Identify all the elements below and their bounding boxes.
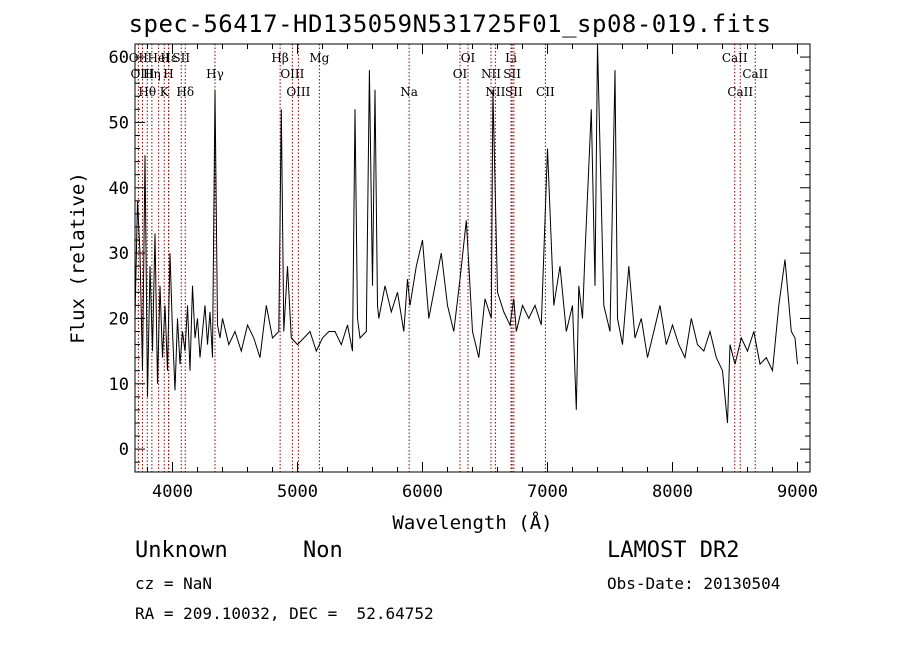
line-markers [137, 44, 756, 472]
y-tick-label: 0 [119, 440, 129, 460]
y-tick-label: 40 [109, 179, 129, 199]
x-tick-label: 9000 [777, 482, 818, 502]
line-label: Li [505, 51, 517, 65]
line-label: NII [481, 67, 501, 81]
line-label: OI [461, 51, 476, 65]
line-label: HeI [147, 51, 170, 65]
line-label: Hγ [206, 67, 224, 81]
line-label: OIII [130, 67, 154, 81]
line-label: OII [129, 51, 149, 65]
line-label: CII [536, 85, 555, 99]
line-label: Hε [160, 51, 177, 65]
line-label: NII [485, 85, 505, 99]
line-label: Na [400, 85, 418, 99]
obs-date-text: Obs-Date: 20130504 [607, 574, 781, 593]
subclass-label: Non [303, 538, 343, 563]
line-label: CaII [727, 85, 753, 99]
line-label: CaII [722, 51, 748, 65]
line-label: Hη [143, 67, 161, 81]
line-label: SII [172, 51, 190, 65]
coords-text: RA = 209.10032, DEC = 52.64752 [135, 604, 434, 623]
chart-title: spec-56417-HD135059N531725F01_sp08-019.f… [128, 10, 772, 38]
line-label: OI [453, 67, 468, 81]
line-label: SII [503, 67, 521, 81]
x-tick-label: 8000 [652, 482, 693, 502]
x-axis-label: Wavelength (Å) [392, 511, 552, 534]
line-label: CaII [742, 67, 768, 81]
line-label: Mg [309, 51, 329, 65]
survey-label: LAMOST DR2 [607, 538, 740, 563]
line-label: OIII [280, 67, 304, 81]
line-label: Hθ [138, 85, 156, 99]
class-label: Unknown [135, 538, 228, 563]
y-tick-label: 60 [109, 48, 129, 68]
x-tick-label: 7000 [527, 482, 568, 502]
line-label: SII [505, 85, 523, 99]
spectrum-line [134, 43, 798, 424]
y-tick-label: 30 [109, 244, 129, 264]
x-tick-label: 6000 [402, 482, 443, 502]
plot-frame [134, 43, 811, 473]
y-axis-label: Flux (relative) [67, 172, 89, 344]
line-label: H [163, 67, 173, 81]
y-tick-label: 50 [109, 113, 129, 133]
line-label: K [160, 85, 170, 99]
x-tick-label: 4000 [152, 482, 193, 502]
line-label: OIII [286, 85, 310, 99]
y-tick-label: 10 [109, 375, 129, 395]
redshift-text: cz = NaN [135, 574, 213, 593]
y-tick-label: 20 [109, 309, 129, 329]
x-tick-label: 5000 [277, 482, 318, 502]
axis-ticks: 4000 5000 6000 7000 8000 9000 0 10 20 30 40 50 60 [109, 43, 818, 502]
line-label: Hβ [271, 51, 288, 65]
line-label: Hδ [176, 85, 194, 99]
